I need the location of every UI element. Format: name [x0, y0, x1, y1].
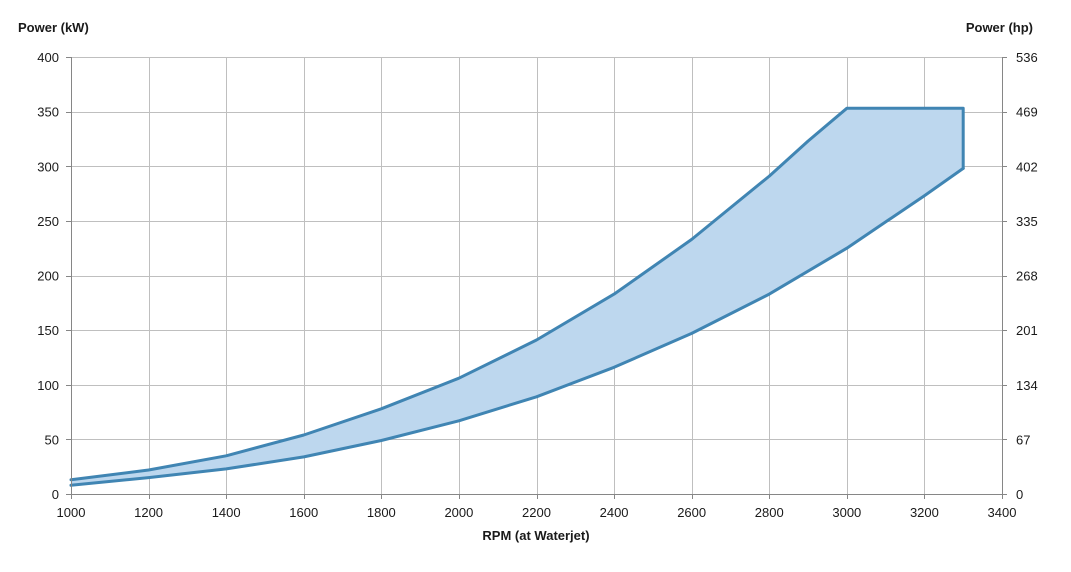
y-left-tick-label: 100	[37, 378, 59, 393]
power-band-fill	[71, 108, 964, 486]
y-axis-right-title: Power (hp)	[966, 20, 1033, 35]
x-tick-label: 3400	[988, 505, 1017, 520]
y-left-tick-label: 300	[37, 159, 59, 174]
tick-labels: 1000 1200 1400 1600 1800 2000 2200 2400 2600 2800…	[37, 50, 1037, 520]
y-left-tick-label: 50	[45, 432, 59, 447]
x-tick-label: 1600	[289, 505, 318, 520]
x-tick-label: 2800	[755, 505, 784, 520]
lower-power-line	[69, 166, 965, 487]
y-left-tick-label: 350	[37, 105, 59, 120]
y-right-tick-label: 134	[1016, 378, 1038, 393]
y-right-tick-label: 536	[1016, 50, 1038, 65]
upper-power-line	[69, 106, 965, 482]
y-left-tick-label: 250	[37, 214, 59, 229]
x-tick-label: 2600	[677, 505, 706, 520]
y-left-tick-label: 150	[37, 323, 59, 338]
y-left-tick-label: 200	[37, 269, 59, 284]
y-right-tick-label: 0	[1016, 487, 1023, 502]
y-right-tick-label: 335	[1016, 214, 1038, 229]
y-left-tick-label: 400	[37, 50, 59, 65]
y-right-tick-label: 402	[1016, 159, 1038, 174]
x-tick-label: 1800	[367, 505, 396, 520]
x-tick-label: 2200	[522, 505, 551, 520]
x-tick-label: 1200	[134, 505, 163, 520]
x-tick-label: 1400	[212, 505, 241, 520]
x-tick-label: 1000	[57, 505, 86, 520]
axes	[66, 57, 1007, 499]
x-tick-label: 3000	[832, 505, 861, 520]
y-right-tick-label: 201	[1016, 323, 1038, 338]
y-right-tick-label: 469	[1016, 105, 1038, 120]
y-axis-left-title: Power (kW)	[18, 20, 89, 35]
x-tick-label: 2400	[600, 505, 629, 520]
y-left-tick-label: 0	[52, 487, 59, 502]
x-tick-label: 2000	[444, 505, 473, 520]
y-right-tick-label: 67	[1016, 432, 1030, 447]
x-tick-label: 3200	[910, 505, 939, 520]
y-right-tick-label: 268	[1016, 269, 1038, 284]
x-axis-title: RPM (at Waterjet)	[482, 528, 589, 543]
power-band-area	[69, 106, 965, 487]
